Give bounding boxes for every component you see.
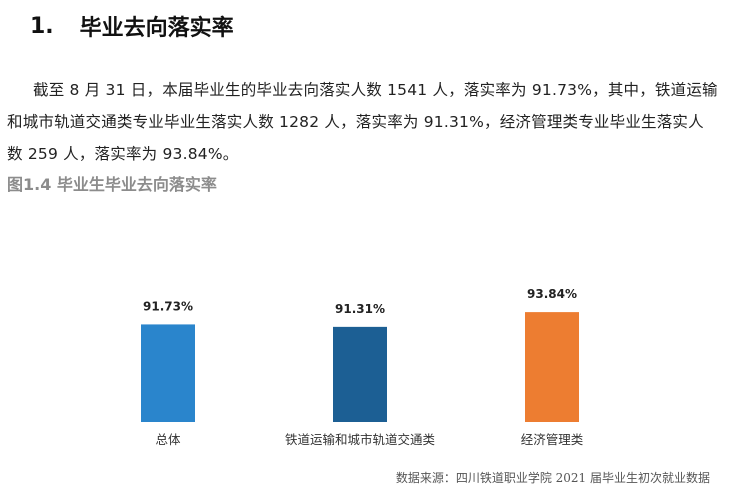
bar-3 [525,312,579,422]
bar-value-label: 91.73% [143,299,193,313]
section-number: 1. [30,13,54,39]
section-heading: 1. 毕业去向落实率 [30,8,234,44]
bar-2 [333,326,387,422]
bar-value-label: 91.31% [335,302,385,316]
bar-chart: 91.73% 总体 91.31% 铁道运输和城市轨道交通类 93.84% 经济管理类 [141,287,584,447]
category-label: 总体 [155,432,181,447]
data-source-note: 数据来源：四川铁道职业学院 2021 届毕业生初次就业数据 [395,471,710,485]
figure-caption: 图1.4 毕业生毕业去向落实率 [7,175,217,194]
bar-value-label: 93.84% [527,287,577,301]
section-title: 毕业去向落实率 [79,16,234,41]
category-label: 铁道运输和城市轨道交通类 [285,432,436,447]
bar-1 [141,324,195,422]
category-label: 经济管理类 [521,432,584,447]
summary-paragraph: 截至 8 月 31 日，本届毕业生的毕业去向落实人数 1541 人，落实率为 9… [7,80,718,163]
